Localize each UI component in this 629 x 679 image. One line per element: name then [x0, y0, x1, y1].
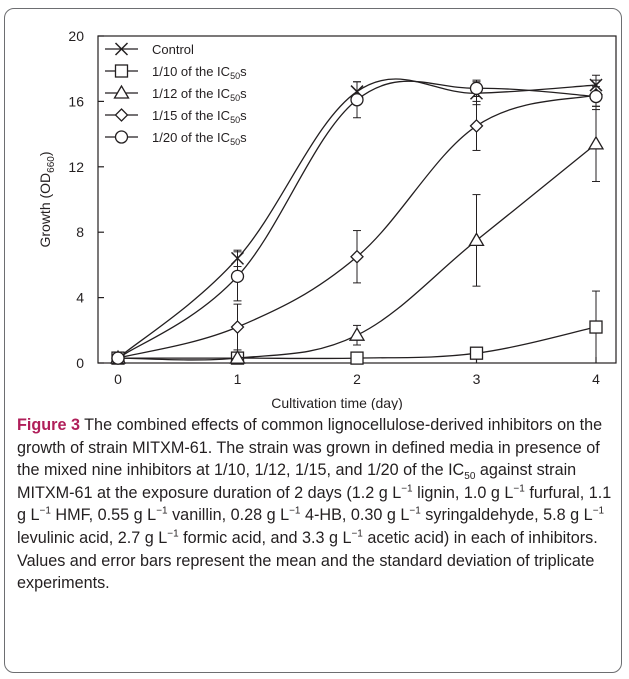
- diamond-marker: [350, 249, 364, 264]
- caption-sup: −1: [513, 483, 525, 495]
- figure-caption: Figure 3 The combined effects of common …: [17, 414, 617, 595]
- caption-text: levulinic acid, 2.7 g L: [17, 528, 168, 547]
- series-triangle: [109, 105, 605, 364]
- circle-marker: [114, 130, 129, 144]
- chart-legend: Control 1/10 of the IC50s 1/12 of the IC50…: [105, 42, 247, 147]
- square-marker: [469, 346, 484, 360]
- diamond-marker: [114, 108, 129, 122]
- caption-text: The combined effects of common lignocell…: [17, 416, 603, 480]
- y-tick-label: 4: [76, 290, 84, 306]
- legend-entry: 1/12 of the IC50s: [105, 84, 247, 103]
- triangle-marker: [468, 232, 485, 247]
- y-tick-label: 8: [76, 224, 84, 240]
- x-marker-stroke: [114, 42, 129, 56]
- caption-sup: −1: [409, 505, 421, 517]
- triangle-marker: [348, 326, 366, 341]
- series-line: [117, 78, 597, 359]
- legend-label: 1/12 of the IC50s: [152, 86, 247, 103]
- y-tick-label: 0: [76, 355, 84, 371]
- caption-text: acetic acid) in each of inhibitors. Valu…: [17, 528, 598, 593]
- x-tick-label: 1: [234, 371, 242, 387]
- diamond-marker: [469, 119, 484, 133]
- caption-sup: −1: [401, 483, 413, 495]
- square-marker: [589, 320, 603, 334]
- caption-sup: −1: [39, 505, 51, 517]
- x-marker: [114, 42, 129, 56]
- legend-label: 1/10 of the IC50s: [152, 64, 247, 81]
- series-line: [117, 80, 597, 359]
- legend-entry: Control: [105, 42, 194, 57]
- y-axis-label: Growth (OD660): [37, 151, 57, 247]
- y-tick-label: 12: [68, 159, 84, 175]
- legend-label: 1/15 of the IC50s: [152, 108, 247, 125]
- legend-label: 1/20 of the IC50s: [152, 130, 247, 147]
- square-marker: [114, 64, 129, 78]
- diamond-marker: [230, 320, 245, 334]
- caption-text: vanillin, 0.28 g L: [167, 506, 290, 525]
- legend-entry: 1/15 of the IC50s: [105, 108, 247, 125]
- x-tick-label: 0: [114, 371, 122, 387]
- caption-sup: −1: [592, 505, 605, 517]
- caption-sub: 50: [464, 471, 476, 483]
- triangle-marker: [587, 135, 605, 150]
- chart-series-layer: [109, 74, 605, 366]
- figure-label: Figure 3: [17, 416, 80, 434]
- legend-label: Control: [152, 42, 194, 57]
- circle-marker: [111, 351, 125, 365]
- series-circle: [111, 79, 603, 365]
- caption-text: lignin, 1.0 g L: [412, 483, 514, 502]
- y-tick-label: 20: [68, 28, 84, 44]
- circle-marker: [230, 269, 245, 283]
- triangle-marker: [229, 349, 246, 364]
- x-tick-label: 3: [473, 371, 481, 387]
- series-line: [117, 143, 597, 361]
- circle-marker: [589, 89, 603, 104]
- figure-frame: [4, 8, 622, 673]
- triangle-marker: [113, 84, 130, 99]
- x-axis-label: Cultivation time (day): [271, 395, 403, 410]
- caption-text: 4-HB, 0.30 g L: [300, 506, 410, 525]
- caption-text: formic acid, and 3.3 g L: [178, 528, 352, 547]
- caption-sup: −1: [351, 528, 363, 540]
- caption-text: HMF, 0.55 g L: [50, 506, 157, 525]
- legend-entry: 1/10 of the IC50s: [105, 64, 247, 81]
- caption-text: syringaldehyde, 5.8 g L: [420, 506, 593, 525]
- caption-sup: −1: [156, 505, 168, 517]
- caption-sup: −1: [167, 528, 179, 540]
- caption-sup: −1: [289, 505, 301, 517]
- circle-marker: [350, 93, 364, 107]
- caption-text: furfural, 1.1 g L: [17, 483, 612, 525]
- circle-marker: [469, 81, 484, 95]
- y-tick-label: 16: [68, 93, 84, 109]
- legend-entry: 1/20 of the IC50s: [105, 130, 247, 147]
- x-tick-label: 4: [592, 371, 600, 387]
- x-tick-label: 2: [353, 371, 361, 387]
- caption-text: against strain MITXM-61 at the exposure …: [17, 461, 577, 502]
- square-marker: [350, 351, 364, 365]
